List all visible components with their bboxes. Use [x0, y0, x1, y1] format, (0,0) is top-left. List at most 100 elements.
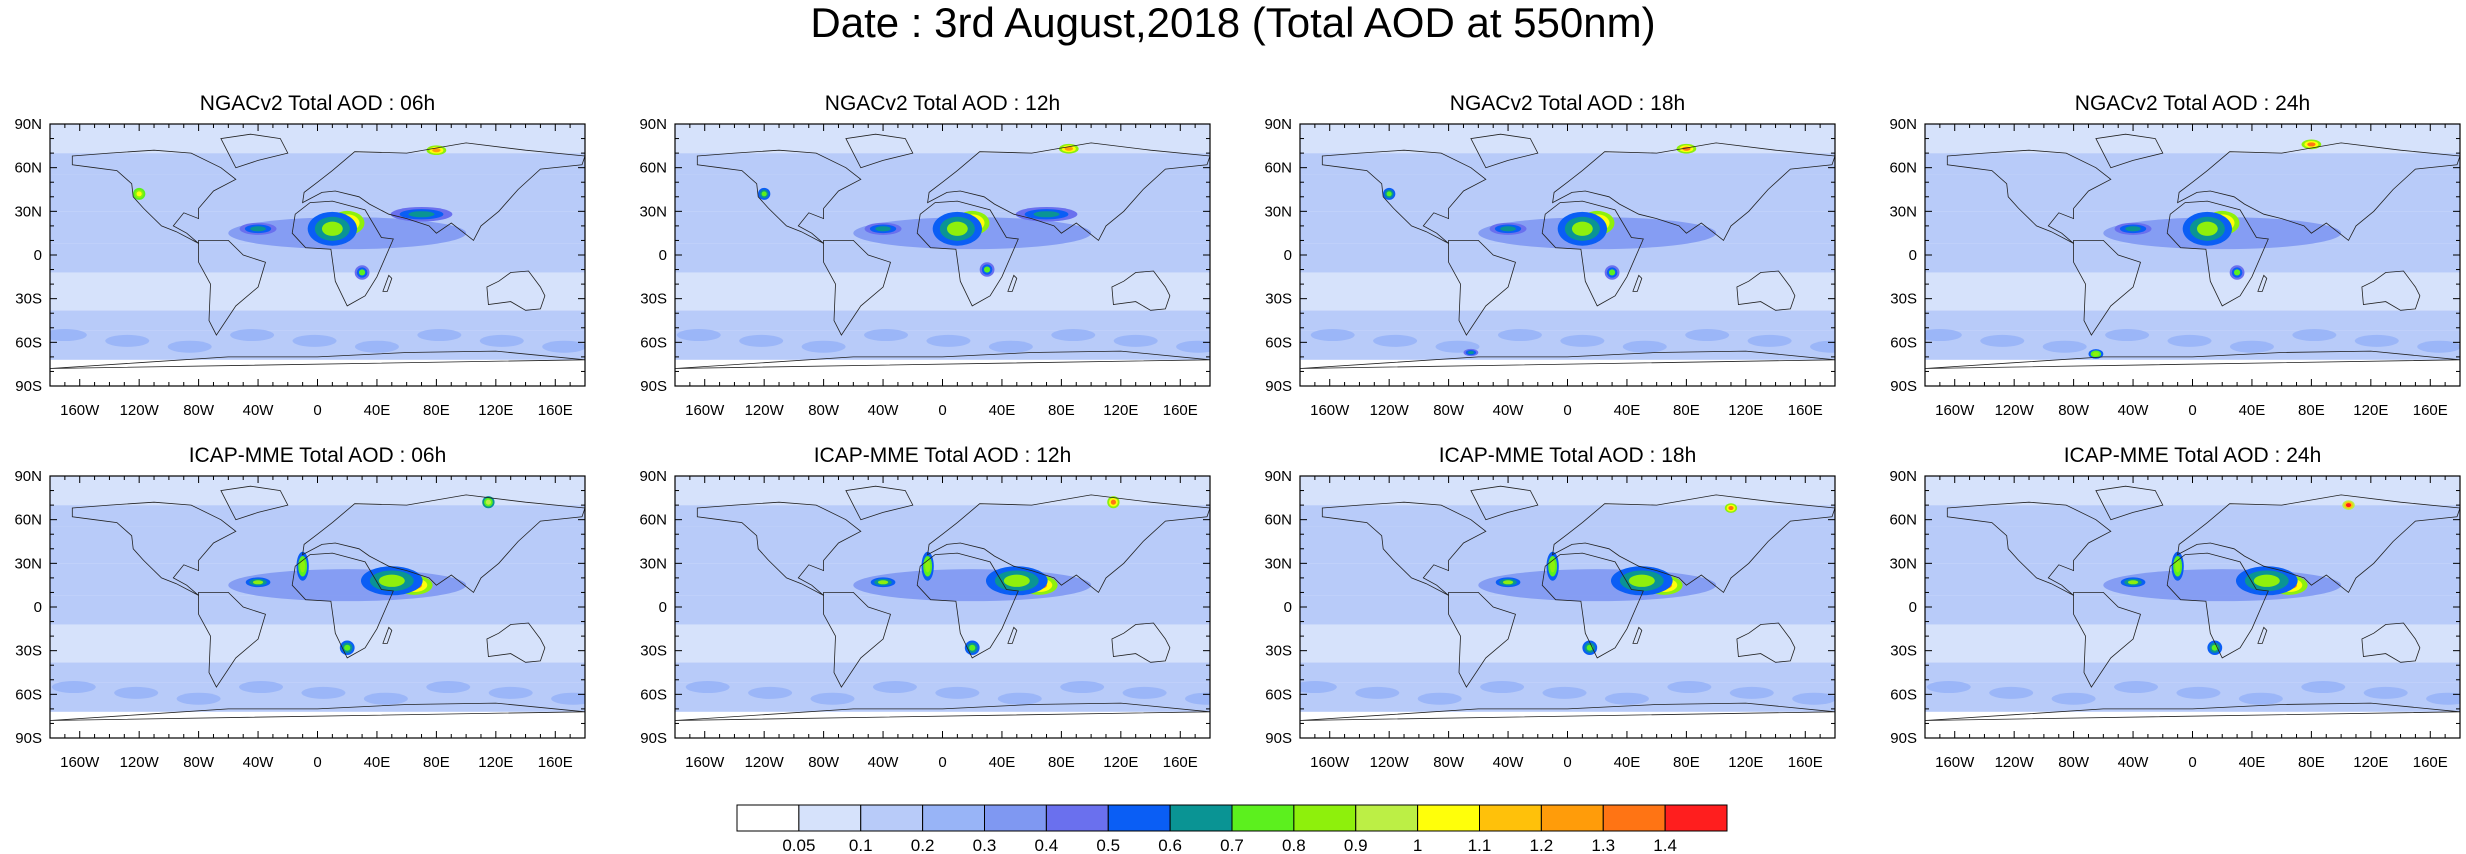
coastline — [50, 350, 585, 369]
aod-patch — [2042, 340, 2087, 353]
aod-patch — [1185, 692, 1210, 705]
aod-patch — [988, 340, 1033, 353]
colorbar-swatch — [1293, 804, 1357, 832]
coastline — [1736, 270, 1796, 311]
x-tick-label: 160E — [1788, 754, 1823, 771]
y-tick-label: 30S — [1890, 643, 1917, 660]
x-tick-label: 80W — [1433, 754, 1465, 771]
aod-hotspot — [2233, 269, 2241, 276]
aod-patch — [1622, 340, 1667, 353]
coastline — [1300, 702, 1835, 721]
colorbar-swatch — [1479, 804, 1542, 832]
y-tick-label: 90S — [1890, 730, 1917, 747]
y-tick-label: 60S — [1265, 334, 1292, 351]
x-tick-label: 160W — [1310, 402, 1350, 419]
aod-hotspot — [875, 226, 891, 232]
aod-hotspot — [1500, 226, 1516, 232]
aod-hotspot — [358, 269, 366, 276]
aod-patch — [1926, 681, 1971, 694]
x-tick-label: 120W — [1995, 402, 2035, 419]
aod-patch — [1667, 681, 1712, 694]
x-tick-label: 160E — [1163, 402, 1198, 419]
panel-title: ICAP-MME Total AOD : 24h — [2063, 444, 2322, 467]
x-tick-label: 160W — [1310, 754, 1350, 771]
colorbar-swatch — [1664, 804, 1728, 832]
y-tick-label: 60N — [1264, 512, 1292, 529]
x-tick-label: 160E — [2413, 402, 2448, 419]
x-tick-label: 120W — [120, 402, 160, 419]
x-tick-label: 80E — [1048, 402, 1075, 419]
panel-title: NGACv2 Total AOD : 12h — [824, 92, 1061, 115]
aod-patch — [1060, 681, 1105, 694]
x-tick-label: 120E — [2353, 754, 2388, 771]
y-tick-label: 30N — [1889, 203, 1917, 220]
map-plot: 160W 120W 80W 40W 0 40E 80E 120E 160E 90N 60N 30N 0 3… — [14, 116, 586, 419]
map-panel: NGACv2 Total AOD : 24h 160W 120W 80W 40W 0 40E… — [1875, 92, 2466, 432]
x-tick-label: 40W — [868, 754, 900, 771]
coastline — [1470, 133, 1539, 169]
coastline — [675, 350, 1210, 369]
aod-patch — [2238, 692, 2283, 705]
coastline — [2257, 274, 2268, 292]
map-plot: 160W 120W 80W 40W 0 40E 80E 120E 160E 90N 60N 30N 0 3… — [1889, 468, 2461, 771]
aod-patch — [1176, 340, 1210, 353]
aod-hotspot — [877, 580, 889, 585]
aod-patch — [2051, 692, 2096, 705]
map-panel: ICAP-MME Total AOD : 06h 160W 120W 80W 40W 0 4… — [0, 444, 600, 784]
aod-hotspot — [2253, 574, 2280, 587]
x-tick-label: 120W — [745, 402, 785, 419]
coastline — [486, 270, 546, 311]
colorbar-swatch — [1602, 804, 1666, 832]
map-plot: 160W 120W 80W 40W 0 40E 80E 120E 160E 90N 60N 30N 0 3… — [1889, 116, 2461, 419]
y-tick-label: 90N — [1889, 116, 1917, 133]
x-tick-label: 120E — [1103, 402, 1138, 419]
x-tick-label: 40E — [989, 402, 1016, 419]
aod-band — [675, 624, 1210, 663]
colorbar-swatch — [1169, 804, 1233, 832]
y-tick-label: 30N — [639, 555, 667, 572]
aod-band — [675, 526, 1210, 564]
map-plot: 160W 120W 80W 40W 0 40E 80E 120E 160E 90N 60N 30N 0 3… — [639, 468, 1211, 771]
aod-patch — [1310, 329, 1355, 342]
aod-band — [675, 310, 1210, 331]
aod-band — [1925, 174, 2460, 212]
coastline — [2166, 552, 2269, 659]
coastline — [1111, 270, 1171, 311]
aod-patch — [1051, 329, 1096, 342]
aod-patch — [51, 681, 96, 694]
x-tick-label: 80E — [1673, 402, 1700, 419]
aod-patch — [1497, 329, 1542, 342]
y-tick-label: 30N — [639, 203, 667, 220]
aod-band — [1300, 272, 1835, 311]
aod-band — [1300, 526, 1835, 564]
x-tick-label: 0 — [313, 402, 321, 419]
aod-patch — [685, 681, 730, 694]
colorbar-label: 0.4 — [1035, 836, 1059, 854]
coastline — [2361, 622, 2421, 663]
coastline — [382, 626, 393, 644]
x-tick-label: 40W — [1493, 402, 1525, 419]
aod-hotspot — [1550, 560, 1556, 573]
aod-patch — [114, 686, 159, 699]
y-tick-label: 30S — [640, 291, 667, 308]
aod-patch — [1925, 329, 1962, 342]
aod-hotspot — [761, 191, 767, 197]
aod-band — [1925, 310, 2460, 331]
coastline — [1321, 149, 1487, 244]
coastline — [845, 133, 914, 169]
y-tick-label: 30S — [15, 643, 42, 660]
aod-patch — [2292, 329, 2337, 342]
aod-patch — [2176, 686, 2221, 699]
y-tick-label: 60N — [1889, 160, 1917, 177]
aod-patch — [1542, 686, 1587, 699]
aod-patch — [2167, 334, 2212, 347]
colorbar-label: 0.7 — [1220, 836, 1244, 854]
y-tick-label: 60N — [639, 160, 667, 177]
aod-patch — [1300, 681, 1337, 694]
x-tick-label: 80E — [2298, 754, 2325, 771]
map-plot: 160W 120W 80W 40W 0 40E 80E 120E 160E 90N 60N 30N 0 3… — [14, 468, 586, 771]
coastline — [1300, 350, 1835, 369]
aod-hotspot — [2307, 142, 2316, 147]
colorbar-label: 1.3 — [1591, 836, 1615, 854]
colorbar-swatch — [1355, 804, 1419, 832]
